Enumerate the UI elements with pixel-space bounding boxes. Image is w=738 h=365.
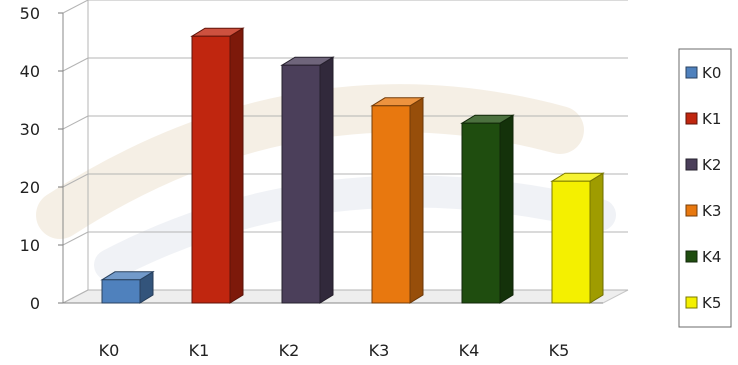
legend-swatch: [685, 158, 698, 171]
bar-front: [461, 122, 501, 304]
legend-label: K4: [702, 248, 721, 266]
bar-K5: [550, 172, 605, 304]
bar-K2: [280, 56, 335, 304]
bar-side: [499, 114, 514, 304]
y-tick-label: 10: [20, 236, 40, 255]
legend-label: K2: [702, 156, 721, 174]
bar-front: [101, 279, 141, 304]
gridline-side: [62, 115, 89, 130]
bar-K1: [190, 27, 245, 304]
bar-side: [409, 96, 424, 304]
gridline-side: [62, 173, 89, 188]
y-tick-label: 40: [20, 62, 40, 81]
axes: [62, 0, 603, 304]
gridline-side: [62, 0, 89, 14]
bar-K0: [100, 270, 155, 304]
legend-swatch: [685, 66, 698, 79]
gridline-side: [62, 231, 89, 246]
bar-side: [319, 56, 334, 304]
legend-label: K1: [702, 110, 721, 128]
y-tick-label: 30: [20, 120, 40, 139]
bar-side: [589, 172, 604, 304]
gridlines: [58, 0, 628, 304]
x-tick-label: K3: [369, 341, 390, 360]
gridline-side: [62, 289, 89, 304]
x-tick-label: K4: [459, 341, 480, 360]
legend-label: K5: [702, 294, 721, 312]
x-tick-label: K0: [99, 341, 120, 360]
legend-swatch: [685, 204, 698, 217]
bar-K4: [460, 114, 515, 304]
bar-front: [191, 35, 231, 304]
x-tick-label: K5: [549, 341, 570, 360]
bar-front: [551, 180, 591, 304]
legend-label: K0: [702, 64, 721, 82]
bar-K3: [370, 96, 425, 304]
y-tick-label: 20: [20, 178, 40, 197]
bar-front: [281, 64, 321, 304]
gridline-side: [62, 57, 89, 72]
legend-swatch: [685, 250, 698, 263]
bars: [100, 27, 605, 304]
legend-label: K3: [702, 202, 721, 220]
bar-front: [371, 105, 411, 304]
legend-box: [678, 48, 732, 328]
y-tick-label: 0: [30, 294, 40, 313]
legend: K0 K1 K2 K3 K4 K5: [678, 48, 732, 328]
x-tick-label: K1: [189, 341, 210, 360]
bar-side: [229, 27, 244, 304]
x-tick-labels: K0 K1 K2 K3 K4 K5: [99, 341, 570, 360]
legend-swatch: [685, 296, 698, 309]
watermark-arc: [94, 175, 616, 281]
y-tick-label: 50: [20, 4, 40, 23]
legend-swatch: [685, 112, 698, 125]
y-tick-labels: 0 10 20 30 40 50: [20, 4, 40, 313]
x-tick-label: K2: [279, 341, 300, 360]
